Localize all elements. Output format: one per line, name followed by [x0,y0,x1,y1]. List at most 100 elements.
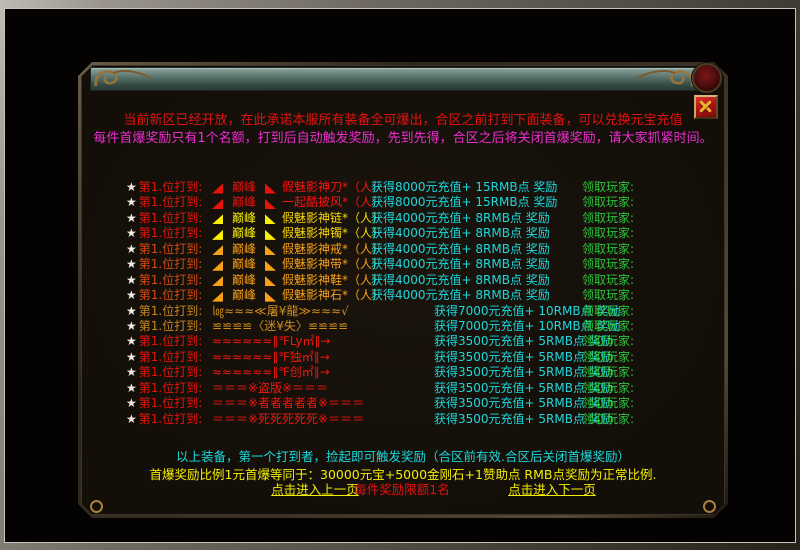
dialog-titlebar[interactable] [90,67,716,91]
triangle-right-icon [265,214,276,224]
row-rank: ★ 第1.位打到: [126,180,202,195]
peak-badge: 巅峰 [212,257,276,272]
row-claim-label: 领取玩家: [582,318,635,333]
row-rank-label: 第1.位打到: [138,365,203,380]
row-reward: 获得3500元充值+ 5RMB点 奖励 [434,380,613,395]
triangle-left-icon [212,245,223,255]
announcement-line1: 当前新区已经开放，在此承诺本服所有装备全可爆出，合区之前打到下面装备，可以兑换元… [123,113,683,128]
close-button[interactable] [694,95,718,119]
row-item-name: 一起酷披风*（人） [282,195,385,210]
corner-gem-ornament [692,63,722,93]
triangle-right-icon [265,292,276,302]
row-reward: 获得4000元充值+ 8RMB点 奖励 [371,226,550,241]
row-rank-label: 第1.位打到: [138,210,203,225]
peak-badge: 巅峰 [212,226,276,241]
bottom-left-ornament [90,500,103,513]
row-reward: 获得3500元充值+ 5RMB点 奖励 [434,334,613,349]
prev-page-link[interactable]: 点击进入上一页 [271,482,359,497]
triangle-left-icon [212,261,223,271]
row-item-name: ＝＝＝※盗版※＝＝＝ [212,380,329,395]
triangle-left-icon [212,184,223,194]
row-rank-label: 第1.位打到: [138,195,203,210]
row-claim-label: 领取玩家: [582,411,635,426]
limit-text: 每件奖励限额1名 [354,482,450,497]
row-rank: ★ 第1.位打到: [126,257,202,272]
row-claim-label: 领取玩家: [582,195,635,210]
row-rank: ★ 第1.位打到: [126,350,202,365]
row-item-name: ㏒≈≈≈≪屠¥龍≫≈≈≈√ [212,303,349,318]
row-rank: ★ 第1.位打到: [126,242,202,257]
triangle-right-icon [265,230,276,240]
row-claim-label: 领取玩家: [582,303,635,318]
row-rank-label: 第1.位打到: [138,334,203,349]
footer-note2: 首爆奖励比例1元首爆等同于：30000元宝+5000金刚石+1赞助点 RMB点奖… [149,467,657,482]
star-icon: ★ [126,365,137,380]
scroll-ornament-right-icon [635,66,695,92]
row-rank: ★ 第1.位打到: [126,365,202,380]
row-rank-label: 第1.位打到: [138,226,203,241]
row-reward: 获得4000元充值+ 8RMB点 奖励 [371,272,550,287]
reward-row: ★ 第1.位打到: 巅峰 假魅影神刀*（人） 获得8000元充值+ 15RMB点 … [78,180,728,195]
row-rank-label: 第1.位打到: [138,288,203,303]
row-item-name: 假魅影神带*（人） [282,257,385,272]
row-rank: ★ 第1.位打到: [126,226,202,241]
row-item-name: 假魅影神链*（人） [282,210,385,225]
row-item-name: ≈≈≈≈≈≈∥℉独㎡∥→ [212,349,330,364]
row-rank-label: 第1.位打到: [138,303,203,318]
row-rank: ★ 第1.位打到: [126,288,202,303]
reward-row: ★ 第1.位打到: ㏒≈≈≈≪屠¥龍≫≈≈≈√ 获得7000元充值+ 10RMB点… [78,304,728,319]
row-rank: ★ 第1.位打到: [126,396,202,411]
next-page-link[interactable]: 点击进入下一页 [508,482,596,497]
row-claim-label: 领取玩家: [582,210,635,225]
triangle-right-icon [265,184,276,194]
row-rank-label: 第1.位打到: [138,396,203,411]
row-claim-label: 领取玩家: [582,180,635,194]
peak-badge-label: 巅峰 [231,180,256,194]
star-icon: ★ [126,303,137,318]
row-item-name: 假魅影神鞋*（人） [282,272,385,287]
peak-badge-label: 巅峰 [231,226,256,241]
row-rank: ★ 第1.位打到: [126,211,202,226]
peak-badge: 巅峰 [212,288,276,303]
row-item-name: ＝＝＝※者者者者者※＝＝＝ [212,396,365,411]
row-rank-label: 第1.位打到: [138,241,203,256]
triangle-right-icon [265,261,276,271]
footer-note1: 以上装备，第一个打到者，捡起即可触发奖励（合区前有效.合区后关闭首爆奖励） [176,449,630,464]
row-reward: 获得4000元充值+ 8RMB点 奖励 [371,288,550,303]
peak-badge-label: 巅峰 [231,210,256,225]
star-icon: ★ [126,180,137,194]
star-icon: ★ [126,257,137,272]
dialog-body [81,65,725,515]
row-claim-label: 领取玩家: [582,257,635,272]
row-reward: 获得4000元充值+ 8RMB点 奖励 [371,257,550,272]
first-drop-rewards-dialog: 当前新区已经开放，在此承诺本服所有装备全可爆出，合区之前打到下面装备，可以兑换元… [78,62,728,518]
star-icon: ★ [126,288,137,303]
row-item-name: ≈≈≈≈≈≈∥℉Ly㎡∥→ [212,334,331,349]
triangle-left-icon [212,230,223,240]
reward-row: ★ 第1.位打到: 巅峰 假魅影神石*（人） 获得4000元充值+ 8RMB点 奖… [78,288,728,303]
reward-row: ★ 第1.位打到: ＝＝＝※盗版※＝＝＝ 获得3500元充值+ 5RMB点 奖励 … [78,381,728,396]
rewards-rows: ★ 第1.位打到: 巅峰 假魅影神刀*（人） 获得8000元充值+ 15RMB点 … [78,180,728,427]
row-item-name: ≌≌≌≌〈迷¥失〉≌≌≌≌ [212,318,349,333]
row-rank: ★ 第1.位打到: [126,334,202,349]
row-rank: ★ 第1.位打到: [126,381,202,396]
row-rank-label: 第1.位打到: [138,349,203,364]
reward-row: ★ 第1.位打到: ＝＝＝※死死死死死※＝＝＝ 获得3500元充值+ 5RMB点 … [78,412,728,427]
peak-badge-label: 巅峰 [231,288,256,303]
row-claim-label: 领取玩家: [582,396,635,411]
star-icon: ★ [126,210,137,225]
row-claim-label: 领取玩家: [582,365,635,380]
star-icon: ★ [126,272,137,287]
triangle-left-icon [212,292,223,302]
row-rank: ★ 第1.位打到: [126,195,202,210]
row-rank-label: 第1.位打到: [138,257,203,272]
row-item-name: 假魅影神刀*（人） [282,180,385,194]
row-reward: 获得8000元充值+ 15RMB点 奖励 [371,180,558,194]
star-icon: ★ [126,241,137,256]
star-icon: ★ [126,318,137,333]
star-icon: ★ [126,334,137,349]
row-claim-label: 领取玩家: [582,226,635,241]
peak-badge: 巅峰 [212,273,276,288]
reward-row: ★ 第1.位打到: 巅峰 假魅影神带*（人） 获得4000元充值+ 8RMB点 奖… [78,257,728,272]
row-claim-label: 领取玩家: [582,334,635,349]
